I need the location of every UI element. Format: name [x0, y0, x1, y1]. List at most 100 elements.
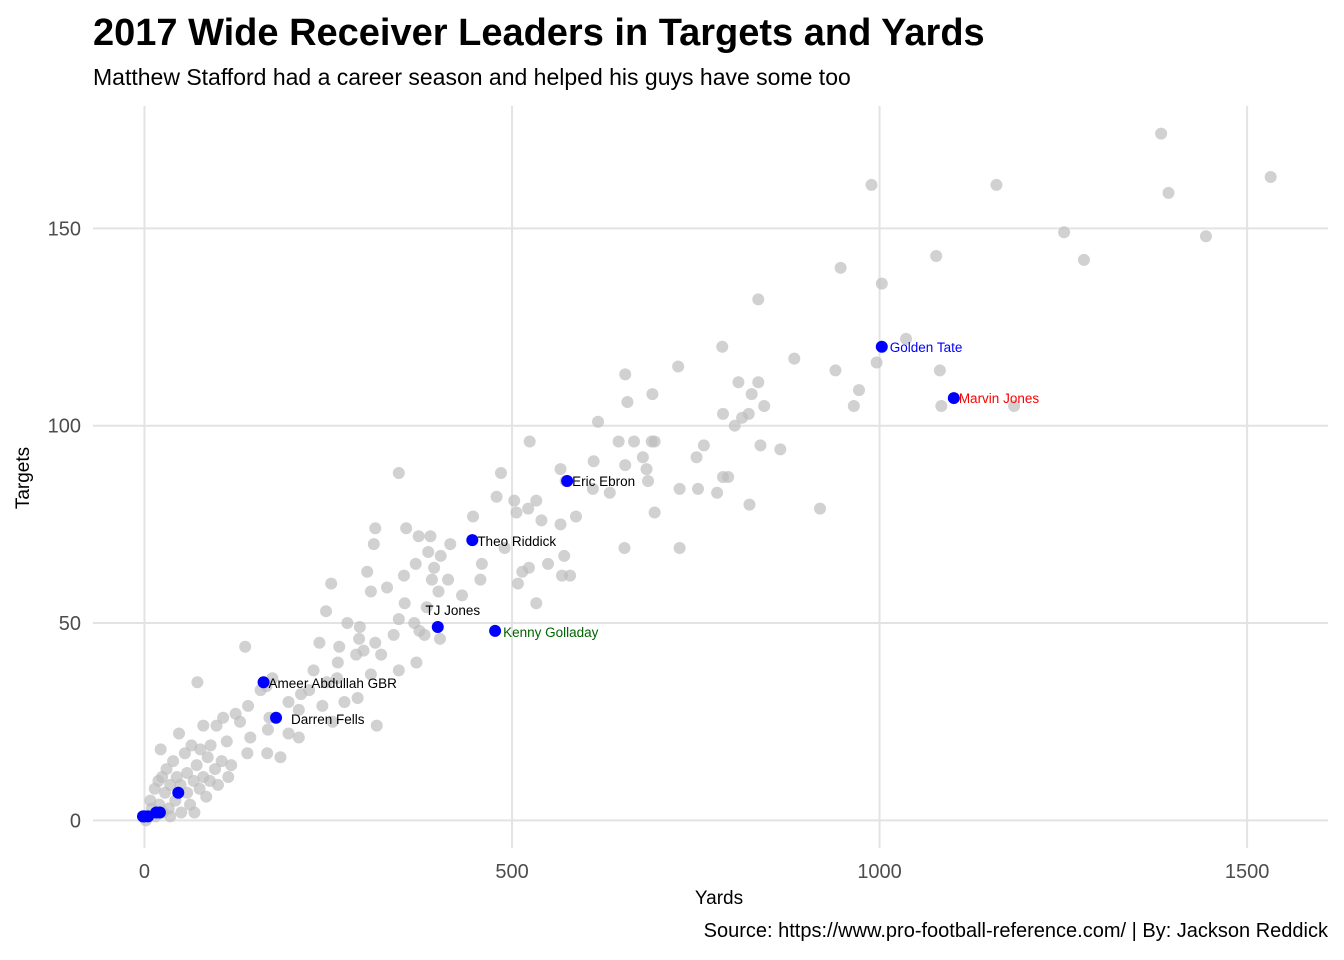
receiver-point — [159, 786, 172, 799]
receiver-point — [711, 486, 724, 499]
x-tick-label: 0 — [139, 861, 150, 883]
receiver-point — [197, 719, 210, 732]
chart-subtitle: Matthew Stafford had a career season and… — [93, 64, 851, 90]
receiver-point — [752, 293, 765, 306]
receiver-point — [1162, 186, 1175, 199]
highlighted-receiver-point — [270, 711, 283, 724]
receiver-point — [424, 530, 437, 543]
receiver-point — [1264, 171, 1277, 184]
receiver-point — [535, 514, 548, 527]
receiver-point — [412, 530, 425, 543]
receiver-point — [834, 261, 847, 274]
receiver-point — [494, 467, 507, 480]
receiver-point — [522, 502, 535, 515]
receiver-point — [325, 577, 338, 590]
receiver-point — [234, 715, 247, 728]
receiver-point — [556, 569, 569, 582]
point-label: Golden Tate — [890, 340, 963, 355]
receiver-point — [425, 573, 438, 586]
receiver-point — [397, 569, 410, 582]
receiver-point — [428, 561, 441, 574]
receiver-point — [341, 617, 354, 630]
highlighted-receiver-point — [489, 624, 502, 637]
receiver-point — [569, 510, 582, 523]
receiver-point — [178, 747, 191, 760]
receiver-point — [456, 589, 469, 602]
receiver-point — [618, 542, 631, 555]
receiver-point — [646, 388, 659, 401]
receiver-point — [350, 648, 363, 661]
point-label: TJ Jones — [425, 603, 480, 618]
y-tick-label: 100 — [48, 416, 81, 438]
highlighted-receiver-point — [561, 474, 574, 487]
receiver-point — [745, 388, 758, 401]
receiver-point — [210, 719, 223, 732]
receiver-point — [621, 396, 634, 409]
receiver-point — [191, 676, 204, 689]
receiver-point — [282, 727, 295, 740]
receiver-point — [648, 506, 661, 519]
receiver-point — [190, 759, 203, 772]
receiver-point — [592, 415, 605, 428]
receiver-point — [542, 557, 555, 570]
receiver-point — [193, 782, 206, 795]
receiver-point — [1199, 230, 1212, 243]
x-tick-label: 1000 — [857, 861, 902, 883]
receiver-point — [410, 656, 423, 669]
receiver-point — [690, 451, 703, 464]
receiver-point — [167, 755, 180, 768]
receiver-point — [1008, 399, 1021, 412]
axis-ticks: 0 500 1000 1500 0 50 100 150 — [48, 218, 1270, 883]
receiver-point — [870, 356, 883, 369]
receiver-point — [181, 786, 194, 799]
receiver-point — [333, 640, 346, 653]
receiver-point — [752, 376, 765, 389]
receiver-point — [508, 494, 521, 507]
receiver-point — [847, 399, 860, 412]
grid-lines — [93, 106, 1328, 848]
receiver-point — [490, 490, 503, 503]
highlighted-receiver-point — [875, 340, 888, 353]
x-axis-title: Yards — [695, 888, 743, 909]
receiver-point — [188, 806, 201, 819]
receiver-point — [558, 549, 571, 562]
receiver-point — [364, 585, 377, 598]
receiver-point — [433, 632, 446, 645]
highlighted-receiver-point — [153, 806, 166, 819]
receiver-point — [432, 585, 445, 598]
receiver-point — [475, 557, 488, 570]
receiver-point — [510, 506, 523, 519]
receiver-point — [241, 747, 254, 760]
receiver-point — [392, 613, 405, 626]
receiver-point — [697, 439, 710, 452]
receiver-point — [758, 399, 771, 412]
y-axis-title: Targets — [13, 447, 34, 509]
receiver-point — [387, 628, 400, 641]
receiver-point — [935, 399, 948, 412]
receiver-point — [852, 384, 865, 397]
point-label: Theo Riddick — [477, 534, 556, 549]
receiver-point — [672, 360, 685, 373]
x-tick-label: 500 — [495, 861, 528, 883]
receiver-point — [736, 411, 749, 424]
receiver-point — [217, 711, 230, 724]
receiver-point — [511, 577, 524, 590]
receiver-point — [351, 692, 364, 705]
receiver-point — [364, 668, 377, 681]
receiver-point — [200, 790, 213, 803]
receiver-point — [498, 542, 511, 555]
receiver-point — [814, 502, 827, 515]
receiver-point — [282, 695, 295, 708]
receiver-point — [375, 648, 388, 661]
receiver-point — [648, 435, 661, 448]
receiver-point — [242, 699, 255, 712]
receiver-point — [154, 743, 167, 756]
receiver-point — [369, 522, 382, 535]
receiver-point — [474, 573, 487, 586]
receiver-point — [530, 597, 543, 610]
receiver-point — [164, 810, 177, 823]
receiver-point — [398, 597, 411, 610]
receiver-point — [619, 368, 632, 381]
receiver-point — [875, 277, 888, 290]
receiver-point — [361, 565, 374, 578]
